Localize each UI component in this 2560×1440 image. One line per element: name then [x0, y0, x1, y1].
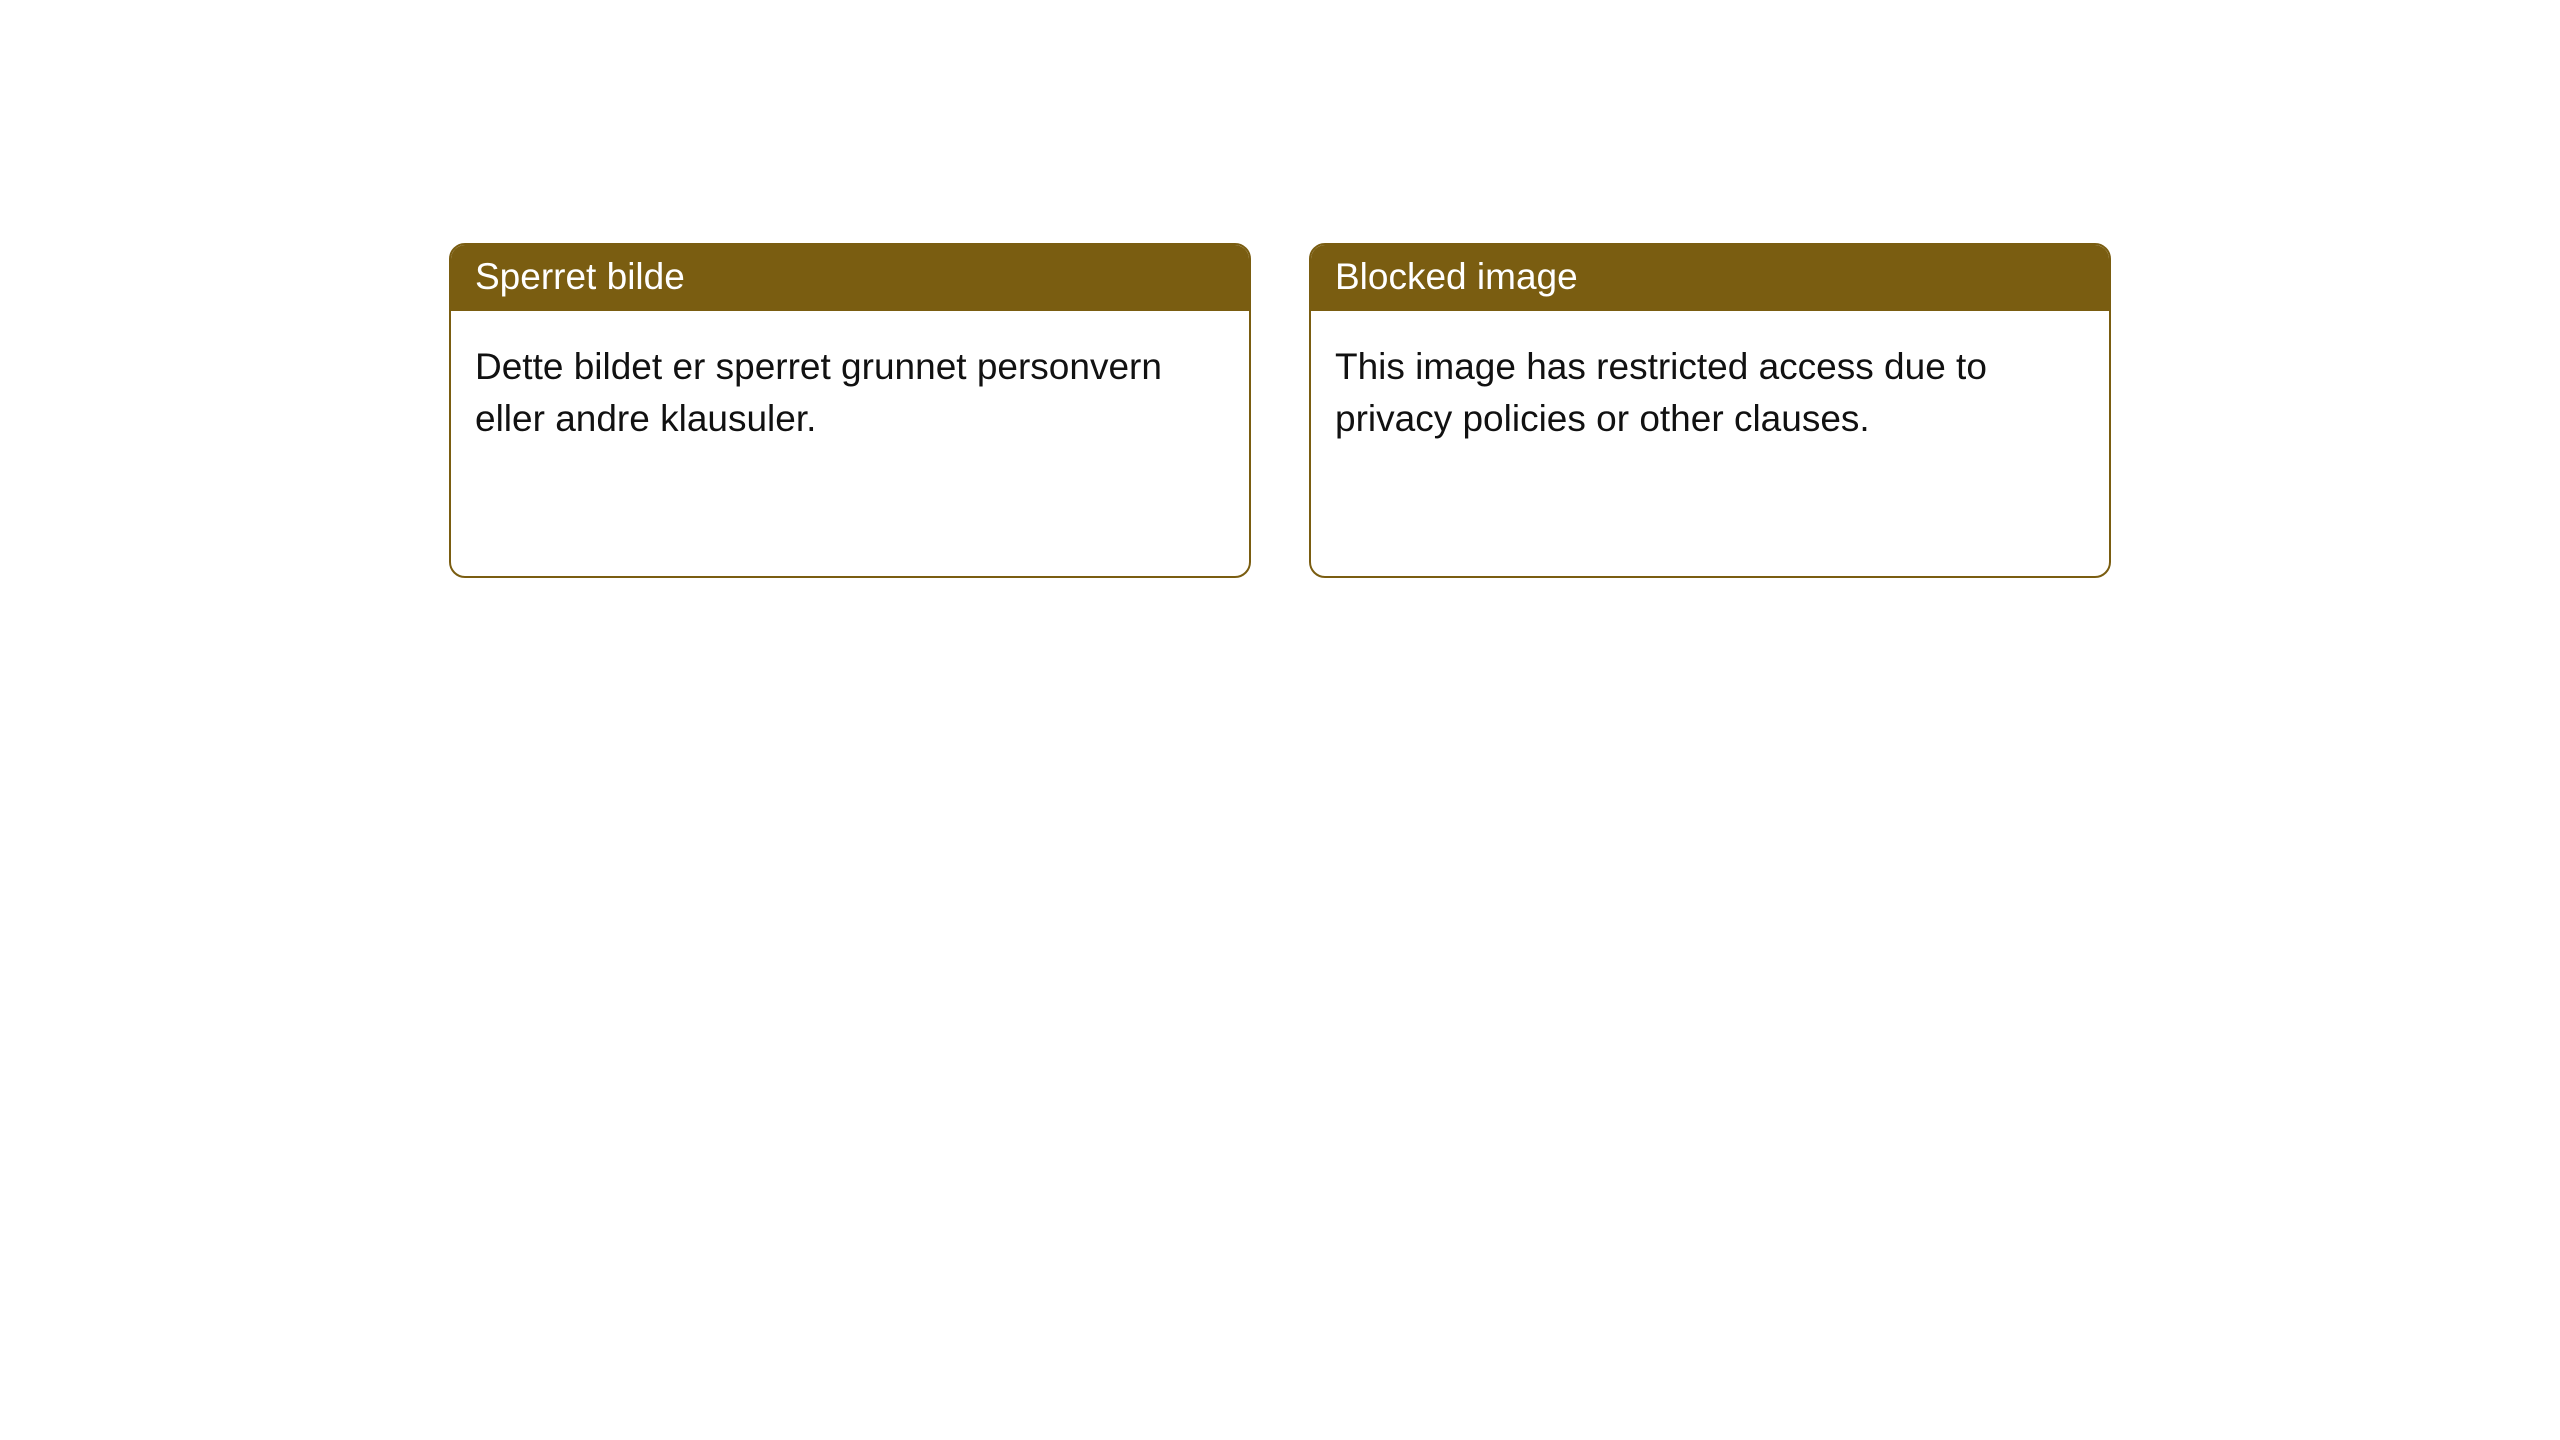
- card-header: Sperret bilde: [451, 245, 1249, 311]
- card-body: Dette bildet er sperret grunnet personve…: [451, 311, 1249, 475]
- cards-container: Sperret bilde Dette bildet er sperret gr…: [449, 243, 2560, 578]
- card-header: Blocked image: [1311, 245, 2109, 311]
- card-body-text: This image has restricted access due to …: [1335, 346, 1987, 439]
- blocked-image-card-en: Blocked image This image has restricted …: [1309, 243, 2111, 578]
- card-body-text: Dette bildet er sperret grunnet personve…: [475, 346, 1162, 439]
- card-title: Sperret bilde: [475, 256, 685, 297]
- card-title: Blocked image: [1335, 256, 1578, 297]
- card-body: This image has restricted access due to …: [1311, 311, 2109, 475]
- blocked-image-card-no: Sperret bilde Dette bildet er sperret gr…: [449, 243, 1251, 578]
